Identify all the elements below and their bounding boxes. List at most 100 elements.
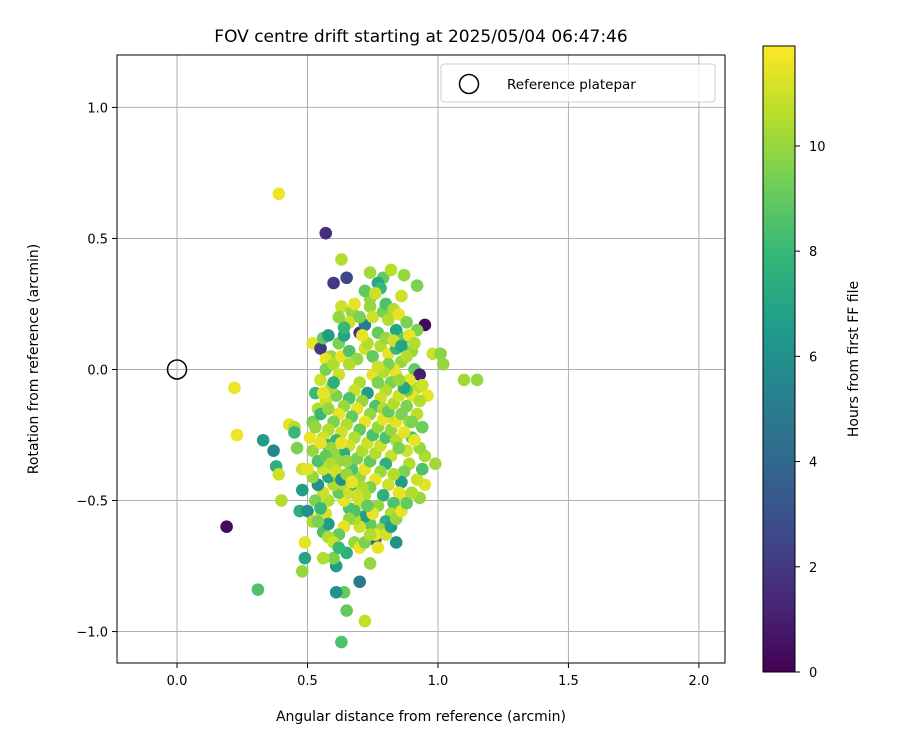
- data-point: [298, 551, 312, 565]
- x-tick-label: 1.0: [428, 674, 449, 689]
- data-point: [389, 536, 403, 549]
- data-point: [397, 465, 411, 478]
- data-point: [392, 373, 406, 387]
- data-point: [228, 381, 241, 395]
- data-point: [327, 276, 340, 290]
- data-point: [335, 253, 348, 266]
- data-point: [392, 441, 406, 455]
- data-point: [353, 575, 366, 589]
- data-point: [314, 373, 327, 387]
- data-point: [290, 441, 304, 455]
- x-tick-label: 0.0: [167, 674, 188, 689]
- data-points: [220, 187, 484, 649]
- colorbar-tick-label: 2: [809, 561, 817, 576]
- data-point: [319, 226, 333, 240]
- data-point: [429, 457, 442, 471]
- data-point: [340, 604, 353, 617]
- y-tick-label: 1.0: [87, 101, 108, 116]
- data-point: [400, 316, 413, 329]
- data-point: [363, 528, 377, 541]
- y-tick-label: 0.5: [87, 232, 108, 247]
- data-point: [358, 614, 372, 628]
- colorbar-tick-label: 4: [809, 456, 817, 471]
- data-point: [416, 462, 429, 476]
- legend-label: Reference platepar: [507, 77, 636, 93]
- data-point: [416, 420, 429, 434]
- data-point: [327, 357, 340, 371]
- data-point: [366, 350, 380, 363]
- colorbar-ticks: 0 2 4 6 8 10: [795, 140, 826, 681]
- data-point: [335, 436, 348, 450]
- data-point: [392, 308, 406, 321]
- data-point: [309, 420, 322, 434]
- data-point: [256, 433, 270, 447]
- data-point: [322, 402, 335, 416]
- data-point: [387, 496, 400, 510]
- data-point: [355, 329, 369, 342]
- data-point: [322, 517, 335, 531]
- x-axis-ticks: 0.0 0.5 1.0 1.5 2.0: [167, 663, 709, 689]
- y-tick-label: −0.5: [76, 495, 108, 510]
- data-point: [366, 310, 380, 324]
- data-point: [316, 386, 330, 400]
- data-point: [392, 486, 406, 499]
- colorbar-tick-label: 0: [809, 666, 817, 681]
- data-point: [405, 415, 419, 429]
- colorbar-tick-label: 8: [809, 245, 817, 260]
- data-point: [340, 454, 353, 468]
- data-point: [348, 297, 361, 311]
- data-point: [389, 323, 403, 337]
- colorbar-tick-label: 6: [809, 350, 817, 365]
- data-point: [345, 475, 359, 489]
- data-point: [350, 488, 364, 502]
- colorbar-label: Hours from first FF file: [846, 281, 862, 437]
- data-point: [400, 350, 413, 363]
- legend-box: [440, 63, 716, 103]
- y-axis-label: Rotation from reference (arcmin): [26, 244, 42, 474]
- data-point: [363, 557, 377, 570]
- y-tick-label: −1.0: [76, 626, 108, 641]
- data-point: [371, 376, 385, 389]
- data-point: [358, 284, 372, 298]
- data-point: [272, 468, 286, 481]
- data-point: [327, 551, 340, 565]
- data-point: [314, 342, 327, 355]
- data-point: [395, 289, 408, 303]
- legend-marker: [458, 73, 480, 95]
- data-point: [376, 488, 390, 502]
- data-point: [301, 504, 314, 518]
- plot-area: [117, 55, 725, 663]
- reference-platepar-marker: [166, 359, 188, 380]
- data-point: [397, 268, 411, 282]
- data-point: [395, 407, 408, 421]
- plot-frame: [116, 54, 726, 664]
- data-point: [251, 583, 265, 596]
- data-point: [371, 541, 385, 554]
- data-point: [298, 536, 312, 549]
- x-axis-label: Angular distance from reference (arcmin): [276, 709, 566, 725]
- data-point: [342, 357, 356, 371]
- data-point: [322, 329, 335, 342]
- data-point: [220, 520, 233, 534]
- y-axis-ticks: −1.0 −0.5 0.0 0.5 1.0: [76, 101, 117, 641]
- data-point: [457, 373, 471, 387]
- data-point: [337, 321, 351, 334]
- data-point: [434, 347, 447, 361]
- data-point: [230, 428, 244, 442]
- data-point: [408, 433, 421, 447]
- data-point: [314, 436, 327, 450]
- chart-title: FOV centre drift starting at 2025/05/04 …: [214, 27, 627, 47]
- data-point: [267, 444, 280, 458]
- data-point: [416, 378, 429, 392]
- data-point: [369, 287, 382, 300]
- data-point: [397, 426, 411, 439]
- data-point: [363, 266, 377, 279]
- data-point: [272, 187, 286, 201]
- data-point: [342, 344, 356, 358]
- data-point: [382, 478, 395, 492]
- data-point: [311, 515, 325, 528]
- data-point: [384, 263, 398, 277]
- data-point: [395, 339, 408, 353]
- x-tick-label: 0.5: [297, 674, 318, 689]
- data-point: [353, 310, 366, 324]
